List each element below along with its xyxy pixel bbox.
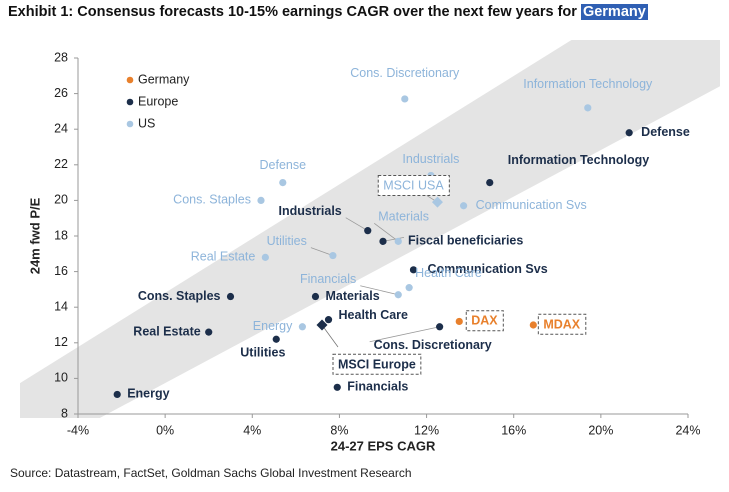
x-tick-label: 24% — [675, 423, 700, 437]
us-utilities-marker — [329, 251, 337, 260]
legend-label-germany: Germany — [138, 72, 190, 86]
europe-fiscal-beneficiaries-marker — [379, 237, 387, 245]
europe-industrials-label: Industrials — [279, 204, 342, 218]
europe-cons-staples-label: Cons. Staples — [138, 289, 221, 303]
europe-fiscal-beneficiaries-label: Fiscal beneficiaries — [408, 234, 523, 248]
y-tick-label: 8 — [61, 406, 68, 420]
y-tick-label: 12 — [54, 335, 68, 349]
us-health-care-marker — [405, 284, 413, 292]
x-tick-label: 12% — [414, 423, 439, 437]
us-financials-label: Financials — [300, 272, 356, 286]
legend-marker-europe — [126, 98, 134, 106]
us-msci-usa-marker — [431, 196, 443, 208]
us-msci-usa-label: MSCI USA — [383, 178, 444, 192]
source-note: Source: Datastream, FactSet, Goldman Sac… — [10, 466, 412, 480]
europe-financials-marker — [333, 383, 341, 391]
us-communication-svs-label: Communication Svs — [476, 198, 587, 212]
europe-health-care-marker — [324, 316, 333, 324]
legend-marker-germany — [126, 76, 134, 84]
europe-defense-label: Defense — [641, 125, 690, 139]
germany-mdax-box — [537, 313, 587, 335]
y-tick-label: 10 — [54, 371, 68, 385]
germany-mdax-label: MDAX — [543, 317, 580, 331]
us-materials-marker — [394, 237, 402, 245]
us-defense-marker — [279, 179, 287, 187]
europe-communication-svs-label: Communication Svs — [428, 262, 548, 276]
us-industrials-label: Industrials — [402, 152, 459, 166]
europe-information-technology-label: Information Technology — [508, 153, 649, 167]
europe-financials-label: Financials — [347, 380, 408, 394]
europe-utilities-label: Utilities — [240, 346, 285, 360]
x-tick-label: 16% — [501, 423, 526, 437]
us-cons-discretionary-marker — [401, 95, 409, 103]
us-utilities-leader — [310, 247, 334, 256]
europe-real-estate-label: Real Estate — [133, 324, 200, 338]
chart-title-main: Exhibit 1: Consensus forecasts 10-15% ea… — [8, 4, 577, 20]
us-utilities-label: Utilities — [267, 234, 307, 248]
europe-msci-europe-marker — [316, 319, 328, 331]
europe-msci-europe-leader — [321, 324, 339, 348]
us-cons-staples-label: Cons. Staples — [173, 193, 251, 207]
us-information-technology-label: Information Technology — [523, 77, 653, 91]
chart-title-highlight: Germany — [580, 4, 648, 20]
europe-cons-discretionary-marker — [436, 323, 444, 331]
europe-cons-staples-marker — [226, 292, 235, 301]
y-tick-label: 20 — [54, 193, 68, 207]
x-tick-label: -4% — [67, 423, 89, 437]
x-tick-label: 8% — [330, 423, 348, 437]
us-real-estate-label: Real Estate — [191, 250, 256, 264]
x-tick-label: 4% — [243, 423, 261, 437]
y-axis-title: 24m fwd P/E — [27, 197, 42, 274]
us-financials-marker — [394, 291, 402, 299]
y-tick-label: 14 — [54, 299, 68, 313]
germany-dax-marker — [455, 317, 463, 326]
legend-label-us: US — [138, 116, 155, 130]
scatter-chart: -4% 0% 4% 8% 12% 16% 20% 24% 8 10 12 14 16 18 20 22 24 26… — [20, 40, 720, 453]
us-health-care-label: Health Care — [415, 266, 482, 280]
europe-materials-marker — [311, 292, 320, 301]
europe-health-care-label: Health Care — [339, 308, 409, 322]
us-energy-label: Energy — [253, 319, 293, 333]
us-information-technology-marker — [584, 104, 592, 112]
europe-msci-europe-label: MSCI Europe — [338, 357, 416, 371]
germany-mdax-marker — [529, 321, 537, 329]
x-tick-label: 0% — [156, 423, 174, 437]
europe-utilities-marker — [272, 335, 280, 343]
us-energy-marker — [298, 323, 306, 331]
x-axis-title: 24-27 EPS CAGR — [331, 438, 436, 453]
us-communication-svs-marker — [460, 202, 468, 210]
europe-real-estate-marker — [205, 328, 213, 336]
y-tick-label: 24 — [54, 121, 68, 135]
europe-industrials-marker — [364, 227, 372, 235]
us-msci-usa-box — [377, 174, 450, 196]
y-tick-label: 28 — [54, 50, 68, 64]
x-tick-label: 20% — [588, 423, 613, 437]
legend-marker-us — [126, 120, 134, 128]
germany-dax-label: DAX — [471, 314, 498, 328]
europe-energy-marker — [113, 390, 121, 399]
europe-communication-svs-marker — [409, 266, 418, 274]
europe-industrials-leader — [345, 217, 368, 232]
legend-label-europe: Europe — [138, 94, 178, 108]
europe-materials-label: Materials — [325, 289, 379, 303]
y-tick-label: 26 — [54, 86, 68, 100]
us-financials-leader — [360, 285, 399, 296]
y-tick-label: 18 — [54, 228, 68, 242]
us-defense-label: Defense — [260, 158, 307, 172]
europe-defense-marker — [625, 129, 633, 137]
europe-msci-europe-box — [332, 353, 422, 375]
europe-cons-discretionary-label: Cons. Discretionary — [374, 338, 492, 352]
y-tick-label: 22 — [54, 157, 68, 171]
us-materials-label: Materials — [378, 210, 429, 224]
y-tick-label: 16 — [54, 264, 68, 278]
us-cons-discretionary-label: Cons. Discretionary — [350, 66, 460, 80]
germany-dax-box — [465, 310, 504, 332]
europe-cons-discretionary-leader — [369, 326, 440, 343]
chart-title: Exhibit 1: Consensus forecasts 10-15% ea… — [8, 4, 648, 20]
us-materials-leader — [374, 223, 399, 242]
europe-information-technology-marker — [486, 179, 494, 187]
us-real-estate-marker — [261, 253, 269, 261]
europe-energy-label: Energy — [127, 387, 169, 401]
us-cons-staples-marker — [257, 196, 265, 204]
